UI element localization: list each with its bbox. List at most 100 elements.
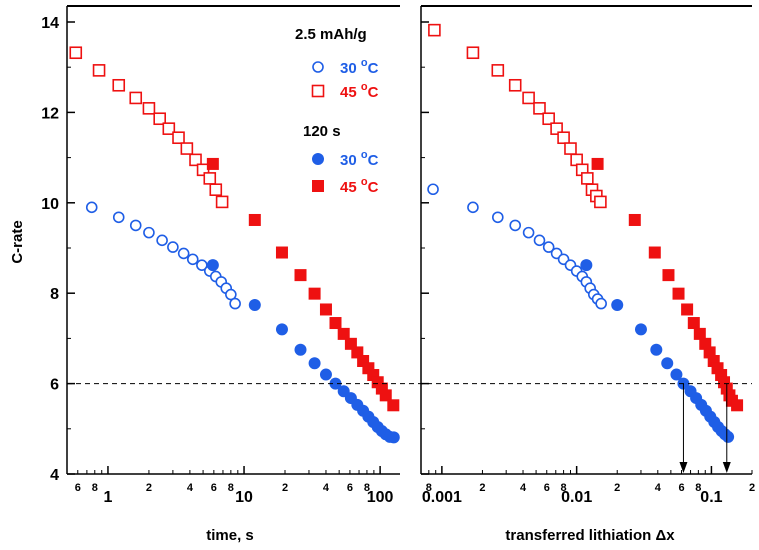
data-point: [628, 213, 641, 226]
data-point: [129, 91, 143, 105]
left-x-axis-title: time, s: [206, 527, 254, 544]
data-point: [492, 211, 504, 224]
data-point: [186, 253, 199, 266]
left-y-axis-title: C-rate: [9, 220, 26, 263]
right-data-marks: [427, 23, 744, 473]
data-point: [533, 102, 546, 115]
data-point: [467, 201, 479, 214]
legend-group2-title: 120 s: [303, 123, 341, 140]
x-minor-tick-label: 8: [426, 482, 432, 494]
data-point: [215, 195, 229, 209]
x-minor-tick-label: 2: [749, 482, 755, 494]
data-point: [731, 399, 744, 412]
data-point: [591, 157, 604, 170]
legend-marker: [312, 180, 324, 192]
y-tick-label: 12: [41, 105, 59, 122]
data-point: [648, 246, 661, 259]
x-minor-tick-label: 6: [211, 482, 217, 494]
data-point: [112, 78, 126, 92]
data-point: [143, 226, 155, 239]
data-point: [522, 91, 535, 105]
right-panel: 0.001 0.01 0.18 2 4 6 8 2 4 6 8 2 transferred lithi…: [420, 5, 755, 544]
x-minor-tick-label: 2: [614, 482, 620, 494]
data-point: [542, 112, 555, 126]
data-point: [248, 213, 261, 226]
x-major-tick-label: 10: [235, 489, 253, 506]
data-point: [634, 323, 647, 336]
left-y-ticks: 4 6 8 10 12 14: [41, 15, 75, 484]
data-point: [206, 259, 219, 272]
data-point: [225, 288, 237, 301]
data-point: [611, 298, 624, 311]
data-point: [594, 195, 607, 209]
data-point: [508, 78, 522, 92]
data-point: [672, 287, 685, 300]
data-point: [522, 226, 535, 239]
data-point: [180, 142, 194, 155]
x-minor-tick-label: 8: [695, 482, 701, 494]
data-point: [662, 269, 675, 282]
x-minor-tick-label: 6: [544, 482, 550, 494]
data-point: [687, 317, 700, 330]
x-major-tick-label: 0.001: [422, 489, 462, 506]
data-point: [294, 343, 307, 356]
data-point: [387, 431, 400, 444]
legend-entries: 30 oC 45 oC 30 oC 45 oC: [311, 57, 379, 196]
left-data-marks: [69, 46, 400, 444]
data-point: [156, 234, 168, 247]
data-point: [580, 259, 593, 272]
data-point: [203, 172, 217, 185]
arrow-head: [679, 462, 688, 473]
x-major-tick-label: 0.01: [561, 489, 592, 506]
data-point: [319, 303, 332, 316]
legend-group1-title: 2.5 mAh/g: [295, 26, 367, 43]
data-point: [661, 357, 674, 370]
data-point: [337, 327, 350, 340]
data-point: [92, 64, 106, 77]
legend-marker: [312, 153, 324, 165]
arrow-head: [722, 462, 731, 473]
legend-entry-label: 30 oC: [340, 149, 379, 169]
data-point: [142, 102, 156, 115]
data-point: [542, 241, 555, 253]
data-point: [153, 112, 167, 126]
data-point: [557, 131, 570, 145]
legend-entry-label: 45 oC: [340, 176, 379, 196]
x-minor-tick-label: 6: [347, 482, 353, 494]
data-point: [329, 317, 342, 330]
data-point: [275, 323, 288, 336]
x-minor-tick-label: 4: [520, 482, 527, 494]
data-point: [509, 219, 522, 232]
legend: 2.5 mAh/g 120 s 30 oC 45 oC 30 oC 45 oC: [295, 26, 379, 196]
data-point: [670, 368, 683, 381]
data-point: [167, 241, 179, 253]
x-minor-tick-label: 8: [364, 482, 370, 494]
y-tick-label: 14: [41, 15, 59, 32]
data-point: [275, 246, 288, 259]
data-point: [129, 219, 142, 232]
data-point: [112, 211, 125, 224]
x-minor-tick-label: 2: [479, 482, 485, 494]
data-point: [595, 297, 607, 310]
data-point: [533, 234, 546, 247]
x-major-tick-label: 100: [367, 489, 394, 506]
data-point: [162, 122, 176, 135]
data-point: [85, 201, 98, 214]
data-point: [550, 122, 563, 135]
x-minor-tick-label: 4: [323, 482, 330, 494]
data-point: [172, 131, 185, 145]
x-minor-tick-label: 8: [92, 482, 98, 494]
data-point: [229, 297, 241, 310]
y-tick-label: 6: [50, 377, 59, 394]
right-y-ticks: [421, 21, 429, 475]
data-point: [428, 23, 441, 37]
data-point: [722, 430, 735, 443]
data-point: [650, 343, 663, 356]
x-minor-tick-label: 6: [75, 482, 81, 494]
data-point: [308, 287, 321, 300]
data-point: [209, 183, 223, 196]
right-x-axis-title: transferred lithiation Δx: [505, 527, 675, 544]
legend-entry-label: 45 oC: [340, 81, 379, 101]
